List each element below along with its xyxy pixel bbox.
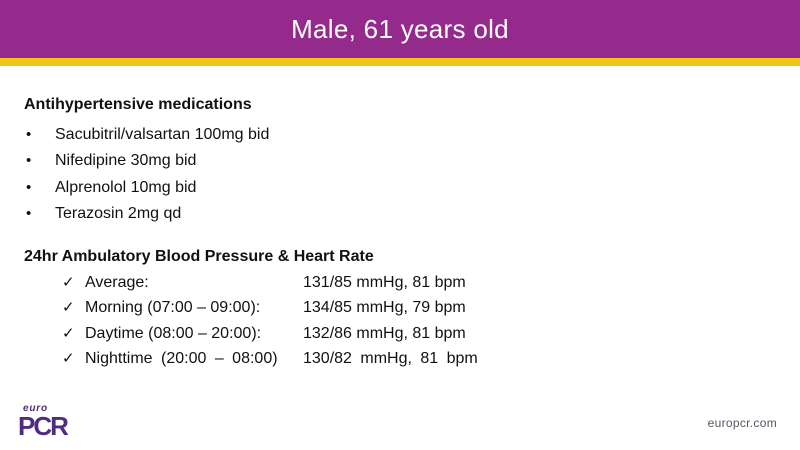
medication-text: Terazosin 2mg qd — [55, 204, 182, 222]
europcr-logo: euro PCR — [18, 403, 69, 441]
check-icon: ✓ — [62, 299, 75, 317]
check-icon: ✓ — [62, 274, 75, 291]
bullet-icon: • — [26, 152, 32, 170]
list-item: • Sacubitril/valsartan 100mg bid — [24, 125, 764, 151]
bp-row-value: 130/82 mmHg, 81 bpm — [303, 349, 478, 367]
list-item: ✓ Average: 131/85 mmHg, 81 bpm — [24, 273, 764, 298]
bp-row-value: 131/85 mmHg, 81 bpm — [303, 274, 466, 291]
title-bar: Male, 61 years old — [0, 0, 800, 58]
bullet-icon: • — [26, 204, 32, 222]
list-item: • Terazosin 2mg qd — [24, 204, 764, 230]
website-link[interactable]: europcr.com — [707, 416, 777, 430]
logo-pcr-text: PCR — [18, 411, 69, 441]
bp-row-label: Daytime (08:00 – 20:00): — [85, 324, 262, 342]
slide-title: Male, 61 years old — [291, 13, 509, 44]
bullet-icon: • — [26, 126, 32, 143]
bullet-icon: • — [26, 178, 32, 196]
list-item: ✓ Nighttime (20:00 – 08:00) 130/82 mmHg,… — [24, 349, 764, 374]
check-icon: ✓ — [62, 324, 75, 342]
medications-section: Antihypertensive medications • Sacubitri… — [24, 96, 764, 230]
bp-row-label: Average: — [85, 274, 149, 291]
bp-row-label: Nighttime (20:00 – 08:00) — [85, 349, 278, 367]
bp-list: ✓ Average: 131/85 mmHg, 81 bpm ✓ Morning… — [24, 273, 764, 374]
list-item: • Nifedipine 30mg bid — [24, 151, 764, 177]
list-item: ✓ Morning (07:00 – 09:00): 134/85 mmHg, … — [24, 298, 764, 323]
bp-section: 24hr Ambulatory Blood Pressure & Heart R… — [24, 248, 764, 374]
list-item: • Alprenolol 10mg bid — [24, 178, 764, 204]
accent-bar — [0, 58, 800, 66]
logo-euro-text: euro — [23, 403, 48, 414]
bp-row-value: 132/86 mmHg, 81 bpm — [303, 324, 466, 342]
check-icon: ✓ — [62, 349, 75, 367]
bp-heading: 24hr Ambulatory Blood Pressure & Heart R… — [24, 248, 374, 265]
medications-heading: Antihypertensive medications — [24, 96, 252, 113]
medication-text: Nifedipine 30mg bid — [55, 152, 197, 170]
medication-text: Sacubitril/valsartan 100mg bid — [55, 126, 270, 143]
bp-row-value: 134/85 mmHg, 79 bpm — [303, 299, 466, 317]
medication-text: Alprenolol 10mg bid — [55, 178, 197, 196]
list-item: ✓ Daytime (08:00 – 20:00): 132/86 mmHg, … — [24, 324, 764, 349]
bp-row-label: Morning (07:00 – 09:00): — [85, 299, 261, 317]
medications-list: • Sacubitril/valsartan 100mg bid • Nifed… — [24, 125, 764, 230]
